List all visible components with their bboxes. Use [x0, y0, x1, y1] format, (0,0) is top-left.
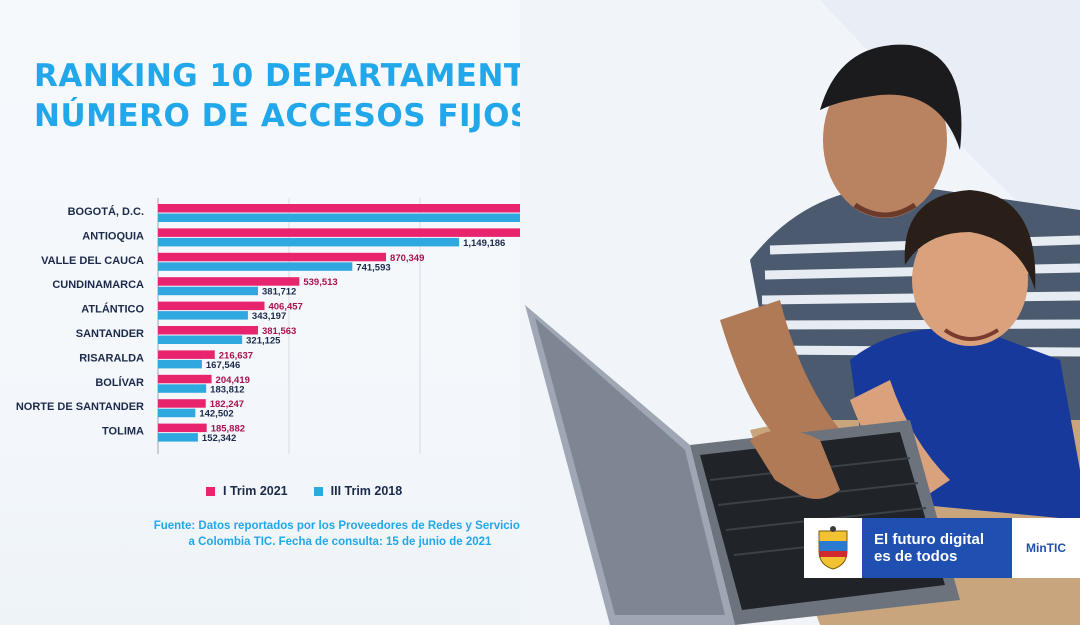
data-label-2018: 321,125: [246, 336, 281, 347]
bar-2021: [158, 374, 212, 384]
brand-slogan: El futuro digital es de todos: [862, 518, 1012, 578]
category-label: ANTIOQUIA: [82, 230, 144, 242]
bar-2018: [158, 335, 243, 344]
data-label-2021: 204,419: [216, 375, 250, 386]
source-note: Fuente: Datos reportados por los Proveed…: [130, 518, 550, 550]
bar-2018: [158, 262, 353, 271]
category-label: SANTANDER: [76, 328, 144, 340]
bar-2018: [158, 433, 198, 442]
mintic-logo: MinTIC: [1012, 518, 1080, 578]
category-label: TOLIMA: [102, 426, 144, 438]
data-label-2018: 167,546: [206, 360, 240, 371]
legend-label-2021: I Trim 2021: [223, 484, 288, 498]
bar-2021: [158, 423, 207, 433]
data-label-2021: 539,513: [303, 277, 337, 288]
bar-2018: [158, 359, 202, 369]
bar-2018: [158, 286, 259, 296]
data-label-2021: 182,247: [210, 399, 244, 410]
data-label-2018: 152,342: [202, 433, 236, 444]
data-label-2018: 741,593: [356, 262, 390, 273]
bar-2018: [158, 213, 650, 222]
chart-legend: I Trim 2021 III Trim 2018: [206, 484, 402, 498]
legend-swatch-2018: [313, 486, 323, 496]
bar-2021: [158, 252, 387, 262]
data-label-2021: 185,882: [211, 424, 245, 435]
data-label-2021: 216,637: [219, 350, 253, 361]
data-label-2018: 142,502: [199, 409, 233, 420]
legend-label-2018: III Trim 2018: [330, 484, 403, 498]
category-label: CUNDINAMARCA: [52, 279, 144, 291]
data-label-2021: 381,563: [262, 326, 296, 337]
data-label-2021: 870,349: [390, 253, 424, 264]
bar-2021: [158, 277, 300, 286]
category-label: NORTE DE SANTANDER: [16, 401, 144, 413]
bar-2021: [158, 301, 265, 311]
category-label: RISARALDA: [79, 352, 144, 364]
bar-2018: [158, 311, 248, 320]
legend-swatch-2021: [206, 486, 215, 496]
bar-2021: [158, 228, 524, 237]
mintic-banner: El futuro digital es de todos MinTIC: [804, 518, 1080, 578]
bar-2018: [158, 237, 460, 247]
bar-2021: [158, 350, 215, 359]
slogan-line-1: El futuro digital: [874, 531, 984, 548]
bar-2018: [158, 408, 196, 418]
category-label: VALLE DEL CAUCA: [41, 255, 144, 267]
slogan-line-2: es de todos: [874, 548, 958, 565]
data-label-2018: 183,812: [210, 384, 244, 395]
bar-2018: [158, 384, 207, 393]
data-label-2021: 406,457: [268, 302, 302, 313]
bar-2021: [158, 204, 716, 213]
colombia-coat-of-arms-icon: [804, 518, 862, 578]
bar-2021: [158, 399, 206, 408]
coat-of-arms-icon: [818, 526, 848, 570]
category-label: BOLÍVAR: [95, 376, 144, 389]
source-line-2: a Colombia TIC. Fecha de consulta: 15 de…: [188, 536, 492, 548]
source-line-1: Fuente: Datos reportados por los Proveed…: [153, 520, 527, 532]
data-label-2018: 1,149,186: [463, 238, 505, 249]
category-label: BOGOTÁ, D.C.: [68, 205, 144, 218]
category-label: ATLÁNTICO: [81, 303, 144, 316]
data-label-2018: 343,197: [252, 311, 286, 322]
bar-2021: [158, 326, 258, 335]
legend-item-2021: I Trim 2021: [206, 484, 288, 498]
data-label-2018: 381,712: [262, 287, 296, 298]
legend-item-2018: III Trim 2018: [313, 484, 403, 498]
